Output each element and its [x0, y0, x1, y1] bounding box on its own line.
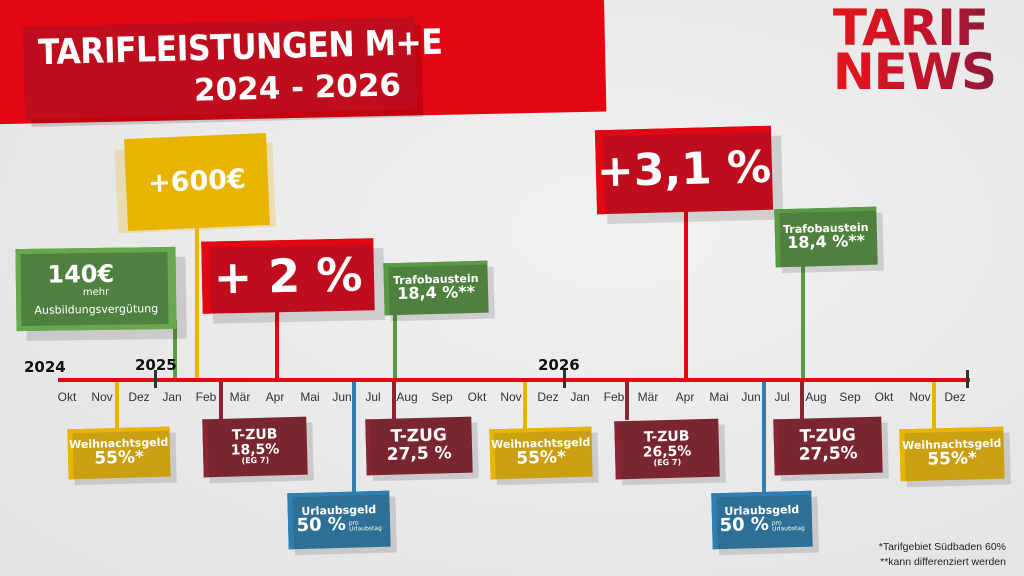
month-label: Okt — [874, 390, 894, 404]
footnote-1: *Tarifgebiet Südbaden 60% — [878, 541, 1006, 553]
apprentice-value: 140€ — [47, 260, 115, 290]
sign-tzub-2026: T-ZUB 26,5% (EG 7) — [614, 418, 726, 486]
pole-xmas-2026 — [932, 380, 936, 432]
month-label: Okt — [57, 390, 77, 404]
tarif-news-logo: TARIF NEWS — [832, 3, 997, 101]
tick-2025 — [154, 370, 157, 388]
month-label: Aug — [805, 390, 827, 404]
vacation-2025-note2: Urlaubstag — [348, 524, 382, 533]
pole-raise-2025 — [275, 310, 279, 380]
apprentice-line3: Ausbildungsvergütung — [34, 302, 159, 317]
sign-trafo-2026: Trafobaustein 18,4 %** — [774, 206, 884, 274]
xmas-2025-value: 55%* — [516, 447, 567, 469]
year-label-2025: 2025 — [135, 356, 177, 374]
logo-line-1: TARIF — [833, 3, 996, 53]
year-label-2024: 2024 — [24, 358, 66, 376]
month-label: Sep — [839, 390, 861, 404]
raise-2026-value: +3,1 % — [596, 141, 772, 198]
tzug-2025-value: 27,5 % — [386, 443, 452, 465]
tzug-2026-value: 27,5% — [798, 443, 858, 465]
month-label: Sep — [431, 390, 453, 404]
month-label: Jun — [332, 390, 352, 404]
vacation-2025-value: 50 % — [296, 514, 347, 537]
sign-tzug-2025: T-ZUG 27,5 % — [365, 416, 479, 482]
month-label: Dez — [128, 390, 150, 404]
month-label: Jan — [162, 390, 182, 404]
pole-trafo-2026 — [801, 262, 805, 380]
pole-raise-2026 — [684, 210, 688, 380]
sign-tzug-2026: T-ZUG 27,5% — [773, 416, 889, 482]
logo-line-2: NEWS — [832, 43, 997, 101]
trafo-2026-value: 18,4 %** — [786, 231, 866, 253]
year-label-2026: 2026 — [538, 356, 580, 374]
footnote-2: **kann differenziert werden — [880, 556, 1006, 568]
pole-tzub-2026 — [625, 380, 629, 420]
month-label: Apr — [675, 390, 695, 404]
sign-one-time-payment: +600€ — [114, 132, 277, 234]
month-label: Mär — [229, 390, 251, 404]
pole-xmas-2024 — [115, 380, 119, 432]
month-label: Mai — [300, 390, 320, 404]
page-subtitle: 2024 - 2026 — [193, 67, 402, 109]
sign-vacation-2026: Urlaubsgeld 50 % pro Urlaubstag — [711, 490, 819, 556]
sign-trafo-2025: Trafobaustein 18,4 %** — [383, 260, 495, 322]
month-label: Nov — [91, 390, 113, 404]
timeline-axis — [58, 378, 970, 382]
tick-2026 — [563, 370, 566, 388]
sign-xmas-2025: Weihnachtsgeld 55%* — [489, 426, 599, 486]
sign-raise-2026: +3,1 % — [594, 125, 784, 225]
sign-raise-2025: + 2 % — [201, 238, 385, 324]
pole-one-time — [195, 225, 199, 380]
vacation-2026-value: 50 % — [719, 514, 770, 537]
month-label: Feb — [603, 390, 625, 404]
pole-tzug-2025 — [392, 380, 396, 420]
tick-end — [966, 370, 969, 388]
month-label: Jan — [570, 390, 590, 404]
month-label: Jul — [774, 390, 790, 404]
pole-trafo-2025 — [393, 312, 397, 380]
month-label: Aug — [396, 390, 418, 404]
pole-vacation-2025 — [352, 380, 356, 498]
tzub-2026-note: (EG 7) — [653, 458, 682, 468]
pole-tzub-2025 — [219, 380, 223, 420]
month-label: Nov — [500, 390, 522, 404]
month-label: Apr — [265, 390, 285, 404]
xmas-2024-value: 55%* — [94, 447, 145, 469]
month-label: Mär — [637, 390, 659, 404]
sign-xmas-2026: Weihnachtsgeld 55%* — [899, 426, 1011, 488]
sign-tzub-2025: T-ZUB 18,5% (EG 7) — [202, 416, 314, 484]
pole-tzug-2026 — [800, 380, 804, 420]
month-label: Jul — [365, 390, 381, 404]
raise-2025-value: + 2 % — [213, 247, 363, 305]
month-label: Dez — [537, 390, 559, 404]
month-label: Nov — [909, 390, 931, 404]
sign-xmas-2024: Weihnachtsgeld 55%* — [67, 426, 177, 486]
month-label: Mai — [709, 390, 729, 404]
vacation-2026-note2: Urlaubstag — [771, 524, 805, 533]
pole-vacation-2026 — [762, 380, 766, 498]
sign-apprentice-pay: 140€ mehr Ausbildungsvergütung — [15, 246, 187, 341]
pole-xmas-2025 — [523, 380, 527, 432]
month-label: Okt — [467, 390, 487, 404]
pole-apprentice — [173, 320, 177, 380]
xmas-2026-value: 55%* — [927, 448, 978, 470]
one-time-value: +600€ — [147, 163, 247, 199]
month-label: Dez — [944, 390, 966, 404]
trafo-2025-value: 18,4 %** — [396, 282, 476, 304]
month-label: Feb — [195, 390, 217, 404]
month-label: Jun — [741, 390, 761, 404]
sign-vacation-2025: Urlaubsgeld 50 % pro Urlaubstag — [287, 490, 397, 556]
apprentice-line2: mehr — [82, 286, 110, 298]
tzub-2025-note: (EG 7) — [241, 456, 270, 466]
